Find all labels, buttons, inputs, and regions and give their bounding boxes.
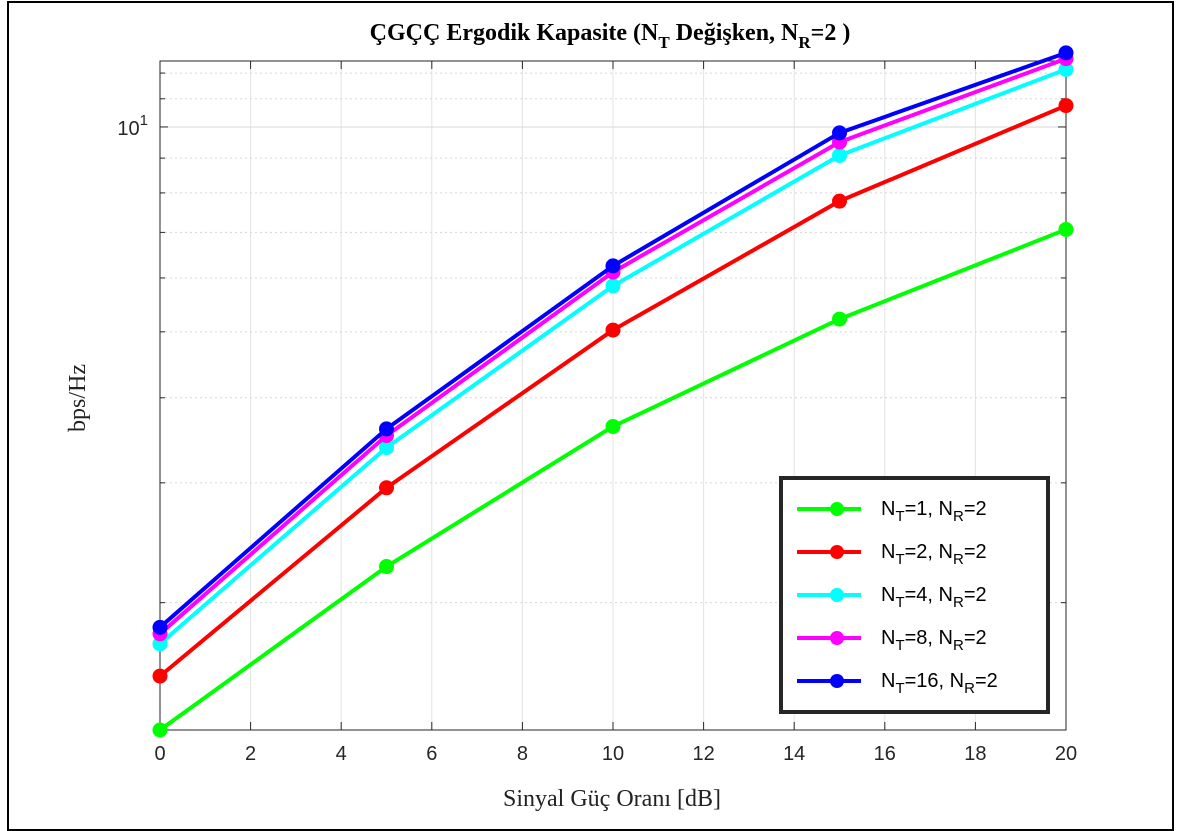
x-tick-label: 20 (1055, 743, 1077, 765)
x-tick-label: 12 (692, 743, 714, 765)
x-tick-label: 0 (154, 743, 165, 765)
data-point (1058, 98, 1074, 114)
data-point (1058, 45, 1074, 61)
series-4 (152, 61, 1074, 652)
data-point (605, 278, 621, 294)
data-point (1058, 221, 1074, 237)
data-point (605, 322, 621, 338)
series-2 (152, 98, 1074, 684)
data-point (379, 421, 394, 437)
y-axis-label: bps/Hz (65, 364, 91, 432)
data-point (605, 418, 621, 434)
data-point (152, 668, 168, 684)
y-tick-label: 101 (117, 112, 148, 140)
legend-marker (830, 631, 844, 645)
axes: 0 2 4 6 8 10 12 14 16 18 20 101 (117, 60, 1077, 765)
legend-marker (830, 545, 844, 559)
series-16 (152, 45, 1074, 635)
x-tick-label: 18 (964, 743, 986, 765)
series-layer (152, 45, 1074, 738)
x-tick-label: 14 (783, 743, 805, 765)
data-point (832, 147, 847, 163)
data-point (605, 258, 621, 274)
legend-label: NT=1, NR=2 (881, 498, 987, 525)
legend-marker (830, 674, 844, 688)
legend: NT=1, NR=2 NT=2, NR=2 NT=4, NR=2 NT=8, NR=2… (779, 476, 1050, 714)
chart-title: ÇGÇÇ Ergodik Kapasite (NT Değişken, NR=2… (370, 20, 851, 52)
x-tick-label: 8 (517, 743, 528, 765)
data-point (832, 311, 847, 327)
legend-label: NT=16, NR=2 (881, 670, 998, 697)
legend-label: NT=2, NR=2 (881, 541, 987, 568)
legend-marker (830, 502, 844, 516)
legend-label: NT=8, NR=2 (881, 627, 987, 654)
x-tick-label: 4 (336, 743, 347, 765)
legend-label: NT=4, NR=2 (881, 584, 987, 611)
series-1 (152, 221, 1074, 738)
x-tick-label: 16 (874, 743, 896, 765)
legend-marker (830, 588, 844, 602)
data-point (152, 619, 168, 635)
data-point (379, 480, 394, 496)
data-point (832, 193, 847, 209)
data-point (832, 125, 847, 141)
x-axis-label: Sinyal Güç Oranı [dB] (503, 786, 721, 812)
x-tick-label: 2 (245, 743, 256, 765)
x-tick-label: 6 (426, 743, 437, 765)
x-tick-label: 10 (602, 743, 624, 765)
data-point (379, 559, 394, 575)
data-point (152, 722, 168, 738)
